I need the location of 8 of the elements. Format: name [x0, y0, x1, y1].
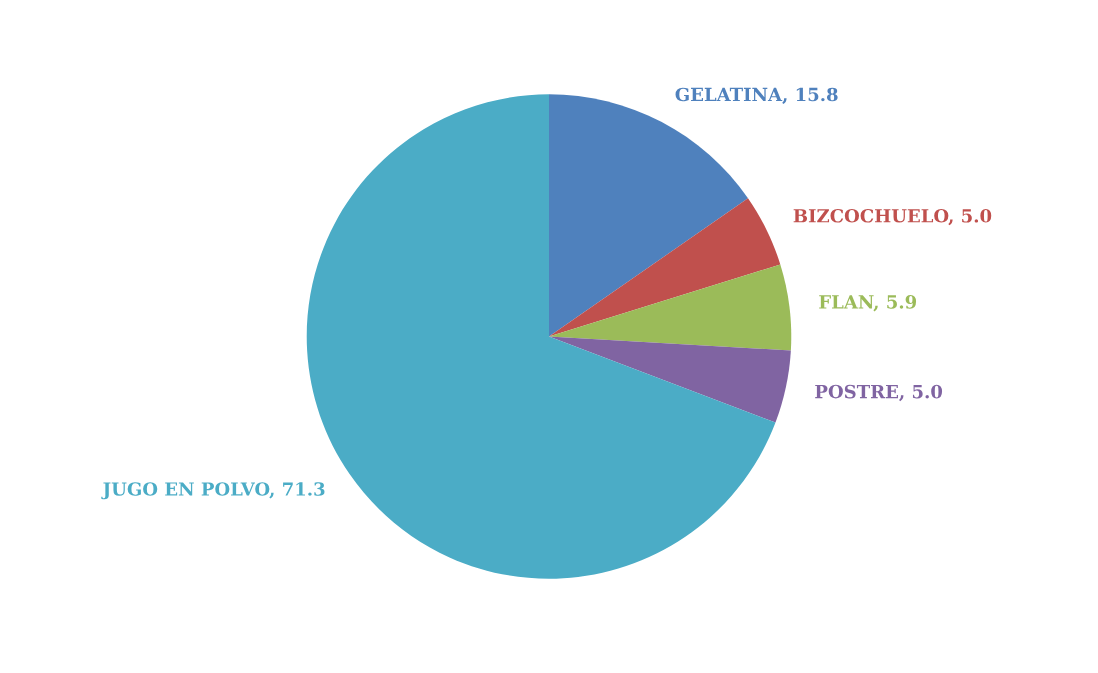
- slice-label: JUGO EN POLVO, 71.3: [101, 482, 325, 500]
- pie-slice: [549, 336, 791, 423]
- slice-label: GELATINA, 15.8: [675, 87, 838, 105]
- pie-slice: [549, 198, 781, 337]
- pie-slice: [549, 264, 792, 351]
- slice-label: POSTRE, 5.0: [815, 384, 943, 402]
- slice-label: FLAN, 5.9: [819, 295, 917, 312]
- slice-label: BIZCOCHUELO, 5.0: [793, 208, 992, 226]
